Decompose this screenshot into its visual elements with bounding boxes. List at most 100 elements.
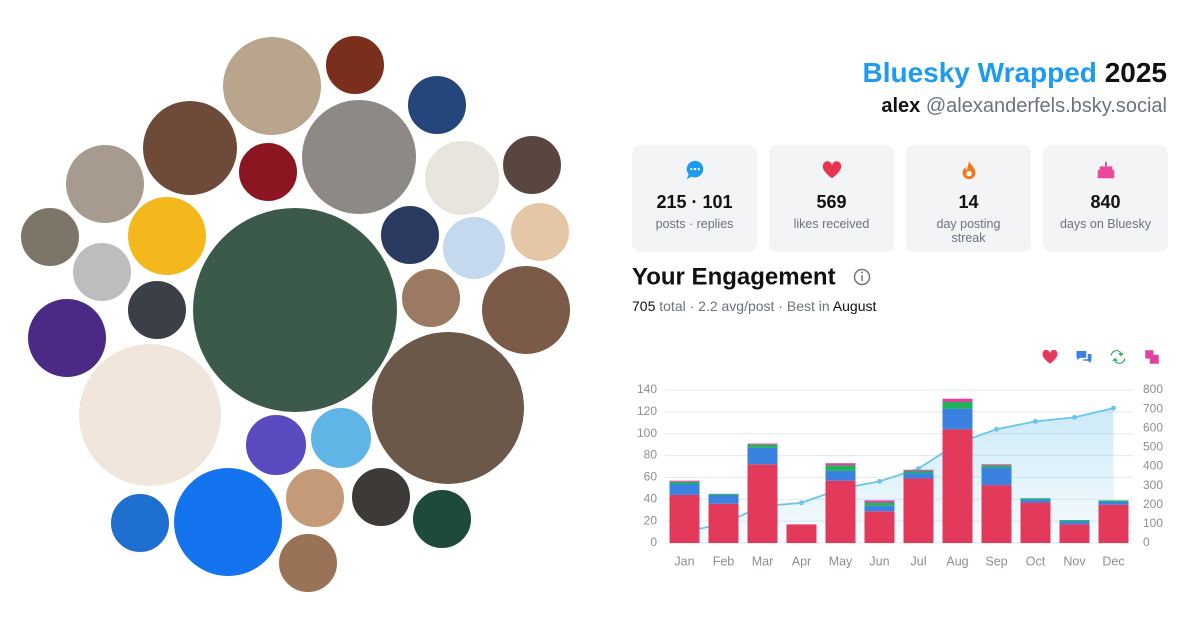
bar-segment <box>864 511 895 543</box>
y2-tick-label: 600 <box>1143 420 1163 434</box>
x-tick-label: Nov <box>1063 554 1086 568</box>
x-tick-label: Aug <box>946 554 968 568</box>
title: Bluesky Wrapped 2025 <box>862 57 1167 88</box>
bar-segment <box>708 503 739 543</box>
bar-segment <box>1059 520 1090 522</box>
best-month: August <box>833 298 877 314</box>
bar-segment <box>825 480 856 543</box>
y2-tick-label: 200 <box>1143 497 1163 511</box>
total: 705 <box>632 298 656 314</box>
bar-segment <box>1098 500 1129 502</box>
y-tick-label: 40 <box>644 491 658 505</box>
bar-segment <box>669 483 700 495</box>
legend-icon <box>1042 349 1058 364</box>
y-tick-label: 100 <box>637 426 657 440</box>
bar-segment <box>1059 524 1090 543</box>
bar-segment <box>708 494 739 504</box>
stat-card: 840 days on Bluesky <box>1043 145 1168 252</box>
y2-tick-label: 800 <box>1143 382 1163 396</box>
y-tick-label: 20 <box>644 513 658 527</box>
stat-icon <box>686 160 703 180</box>
y2-tick-label: 700 <box>1143 401 1163 415</box>
bar-segment <box>747 464 778 543</box>
summary: 705 total · 2.2 avg/post · Best in Augus… <box>632 298 876 314</box>
bar-segment <box>669 494 700 543</box>
legend-icon <box>1076 351 1092 363</box>
bar-segment <box>825 463 856 466</box>
stat-value: 14 <box>958 192 979 212</box>
stat-label: days on Bluesky <box>1059 217 1152 231</box>
x-tick-label: Oct <box>1026 554 1046 568</box>
bar-segment <box>864 505 895 512</box>
bar-segment <box>942 408 973 430</box>
bar-segment <box>942 402 973 409</box>
bar-segment <box>747 447 778 465</box>
y2-tick-label: 400 <box>1143 459 1163 473</box>
bar-segment <box>981 485 1012 543</box>
bar-segment <box>903 478 934 543</box>
bar-segment <box>903 473 934 479</box>
line-point <box>1033 418 1038 424</box>
x-tick-label: Jan <box>674 554 694 568</box>
x-tick-label: Apr <box>792 554 811 568</box>
y2-tick-label: 500 <box>1143 440 1163 454</box>
bar-segment <box>1020 499 1051 503</box>
x-tick-label: Jun <box>869 554 889 568</box>
bar-segment <box>825 470 856 481</box>
stat-icon <box>962 160 975 180</box>
legend-glyph <box>1110 350 1126 364</box>
x-tick-label: Feb <box>713 554 735 568</box>
legend-glyph <box>1076 351 1092 363</box>
bar-segment <box>1098 504 1129 543</box>
section-title: Your Engagement <box>632 263 836 290</box>
bar-segment <box>669 480 700 482</box>
bar-segment <box>903 469 934 471</box>
y-tick-label: 120 <box>637 404 657 418</box>
stat-card: 14 day posting streak <box>906 145 1031 252</box>
stat-label: posts · replies <box>655 217 734 231</box>
bar-segment <box>903 470 934 474</box>
x-tick-label: Jul <box>911 554 927 568</box>
stat-card: 569 likes received <box>769 145 894 252</box>
stat-value: 215 · 101 <box>656 192 733 212</box>
x-tick-label: Sep <box>985 554 1007 568</box>
title-main: Bluesky Wrapped <box>862 57 1096 88</box>
stat-value: 840 <box>1090 192 1121 212</box>
legend-glyph <box>1042 349 1058 364</box>
line-point <box>799 500 804 506</box>
bar-segment <box>747 443 778 445</box>
y-tick-label: 140 <box>637 382 657 396</box>
legend-glyph <box>1145 350 1159 364</box>
x-tick-label: May <box>829 554 853 568</box>
stat-label: day posting streak <box>936 217 1001 245</box>
line-point <box>877 478 882 484</box>
bar-segment <box>708 493 739 495</box>
bar-segment <box>864 502 895 506</box>
bar-segment <box>942 429 973 543</box>
bar-segment <box>981 467 1012 486</box>
bar-segment <box>1098 501 1129 505</box>
bar-segment <box>1020 502 1051 543</box>
stat-card: 215 · 101 posts · replies <box>632 145 757 252</box>
bar-segment <box>786 524 817 543</box>
summary-text: total · 2.2 avg/post · Best in <box>659 298 829 314</box>
bar-segment <box>981 465 1012 468</box>
info-icon <box>853 268 871 286</box>
bar-segment <box>942 398 973 403</box>
avatars <box>19 34 572 594</box>
stat-label: likes received <box>793 217 870 231</box>
user-handle: @alexanderfels.bsky.social <box>926 95 1167 117</box>
bar-segment <box>1020 498 1051 500</box>
title-year: 2025 <box>1105 57 1167 88</box>
bar-segment <box>669 481 700 484</box>
bar-segment <box>825 465 856 471</box>
y-tick-label: 0 <box>650 535 657 549</box>
stat-value: 569 <box>816 192 847 212</box>
bar-segment <box>981 464 1012 466</box>
stat-icon <box>822 161 841 179</box>
y-tick-label: 60 <box>644 470 658 484</box>
bar-segment <box>864 500 895 503</box>
line-point <box>1111 405 1116 411</box>
